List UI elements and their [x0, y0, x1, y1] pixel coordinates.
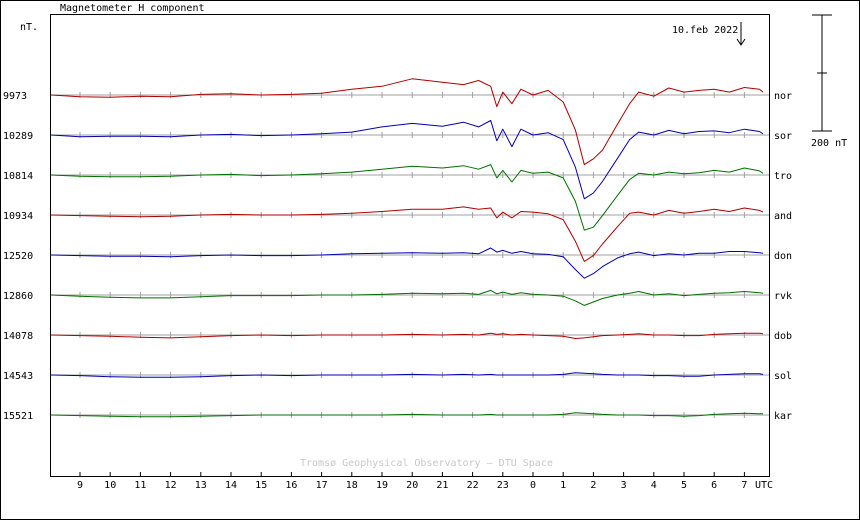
station-label-dob: dob — [774, 331, 792, 342]
x-tick-label: 18 — [346, 480, 358, 491]
x-tick-label: 6 — [711, 480, 717, 491]
x-tick-label: 2 — [590, 480, 596, 491]
station-label-kar: kar — [774, 411, 792, 422]
x-tick-label: 10 — [104, 480, 116, 491]
x-tick-label: 7 — [741, 480, 747, 491]
series-layer — [50, 78, 764, 418]
plot-frame — [50, 14, 770, 477]
baseline-value-dob: 14078 — [3, 331, 33, 342]
baseline-value-and: 10934 — [3, 211, 33, 222]
label-layer: 9973 nor 10289 sor 10814 tro 10934 and 12520 don 1… — [3, 91, 792, 422]
baseline-value-tro: 10814 — [3, 171, 33, 182]
station-label-nor: nor — [774, 91, 792, 102]
x-tick-label: 0 — [530, 480, 536, 491]
series-line-sor — [50, 120, 764, 200]
station-label-sor: sor — [774, 131, 792, 142]
baseline-value-don: 12520 — [3, 251, 33, 262]
x-tick-label: 22 — [467, 480, 479, 491]
series-line-don — [50, 247, 764, 279]
x-tick-label: 5 — [681, 480, 687, 491]
x-tick-label: 4 — [651, 480, 657, 491]
baseline-value-sor: 10289 — [3, 131, 33, 142]
x-tick-label: 23 — [497, 480, 509, 491]
x-tick-label: 14 — [225, 480, 237, 491]
x-tick-label: 17 — [316, 480, 328, 491]
date-marker-arrow-icon — [736, 38, 746, 46]
x-tick-label: 9 — [77, 480, 83, 491]
x-tick-label: 15 — [255, 480, 267, 491]
series-line-dob — [50, 332, 764, 339]
station-label-tro: tro — [774, 171, 792, 182]
x-tick-label: 16 — [285, 480, 297, 491]
baseline-value-rvk: 12860 — [3, 291, 33, 302]
x-tick-label: 19 — [376, 480, 388, 491]
baseline-value-sol: 14543 — [3, 371, 33, 382]
series-line-kar — [50, 412, 763, 418]
x-tick-label: 12 — [165, 480, 177, 491]
station-label-rvk: rvk — [774, 291, 792, 302]
date-label: 10.feb 2022 — [672, 25, 738, 36]
x-tick-label: 21 — [436, 480, 448, 491]
series-line-nor — [50, 78, 764, 166]
unit-label: nT. — [20, 22, 38, 33]
x-tick-label: 13 — [195, 480, 207, 491]
series-line-rvk — [50, 289, 764, 306]
series-line-and — [50, 206, 764, 262]
station-label-sol: sol — [774, 371, 792, 382]
x-tick-label: 1 — [560, 480, 566, 491]
x-tick-label: 11 — [134, 480, 146, 491]
tick-layer: 9 10 11 12 13 14 15 16 17 18 19 20 21 22 23 0 1 2 3 4 5 6 7 — [77, 472, 747, 491]
x-tick-label: 20 — [406, 480, 418, 491]
scale-bar: 200 nT — [811, 14, 847, 149]
x-tick-label: 3 — [621, 480, 627, 491]
x-axis-unit: UTC — [755, 480, 773, 491]
series-line-sol — [50, 372, 764, 378]
scale-bar-label: 200 nT — [811, 138, 847, 149]
series-line-tro — [50, 164, 764, 231]
credit-text: Tromsø Geophysical Observatory – DTU Spa… — [300, 458, 553, 469]
baseline-value-nor: 9973 — [3, 91, 27, 102]
station-label-don: don — [774, 251, 792, 262]
chart-title: Magnetometer H component — [60, 3, 205, 14]
baseline-value-kar: 15521 — [3, 411, 33, 422]
station-label-and: and — [774, 211, 792, 222]
